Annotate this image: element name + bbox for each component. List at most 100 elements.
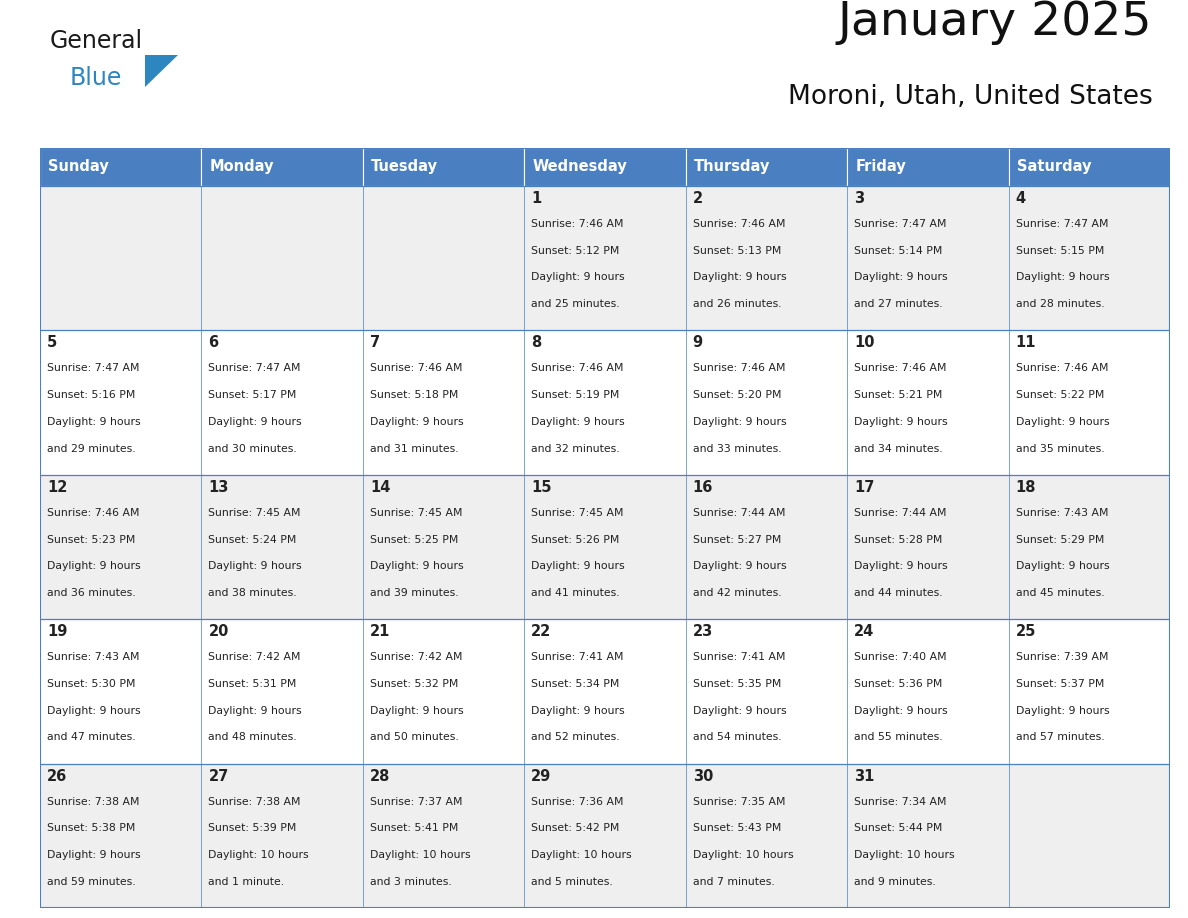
Bar [40,475,202,620]
Text: and 38 minutes.: and 38 minutes. [208,588,297,598]
Bar [362,148,524,186]
Text: 29: 29 [531,768,551,784]
Text: and 50 minutes.: and 50 minutes. [369,733,459,743]
Text: 5: 5 [48,335,57,351]
Text: 25: 25 [1016,624,1036,639]
Text: Sunset: 5:42 PM: Sunset: 5:42 PM [531,823,620,834]
Text: Daylight: 9 hours: Daylight: 9 hours [693,273,786,283]
Text: Sunset: 5:32 PM: Sunset: 5:32 PM [369,679,459,689]
Bar [40,148,202,186]
Text: Daylight: 9 hours: Daylight: 9 hours [854,561,948,571]
Text: Sunset: 5:24 PM: Sunset: 5:24 PM [208,534,297,544]
Text: Daylight: 9 hours: Daylight: 9 hours [531,417,625,427]
Text: 20: 20 [208,624,229,639]
Text: 17: 17 [854,480,874,495]
Text: 28: 28 [369,768,390,784]
Text: Daylight: 9 hours: Daylight: 9 hours [208,561,302,571]
Text: Sunrise: 7:35 AM: Sunrise: 7:35 AM [693,797,785,807]
Text: and 34 minutes.: and 34 minutes. [854,443,943,453]
Text: 9: 9 [693,335,703,351]
Text: and 54 minutes.: and 54 minutes. [693,733,782,743]
Text: Sunset: 5:44 PM: Sunset: 5:44 PM [854,823,942,834]
Text: Sunset: 5:14 PM: Sunset: 5:14 PM [854,246,942,256]
Text: and 30 minutes.: and 30 minutes. [208,443,297,453]
Text: Sunrise: 7:43 AM: Sunrise: 7:43 AM [1016,508,1108,518]
Text: Daylight: 9 hours: Daylight: 9 hours [531,273,625,283]
Text: Sunrise: 7:38 AM: Sunrise: 7:38 AM [208,797,301,807]
Bar [1009,475,1170,620]
Text: 30: 30 [693,768,713,784]
Text: Daylight: 9 hours: Daylight: 9 hours [48,561,140,571]
Text: Sunrise: 7:46 AM: Sunrise: 7:46 AM [693,219,785,230]
Text: Sunset: 5:19 PM: Sunset: 5:19 PM [531,390,620,400]
Text: Sunset: 5:37 PM: Sunset: 5:37 PM [1016,679,1104,689]
Bar [524,330,685,475]
Bar [1009,620,1170,764]
Text: Daylight: 10 hours: Daylight: 10 hours [369,850,470,860]
Text: and 26 minutes.: and 26 minutes. [693,299,782,309]
Text: Daylight: 9 hours: Daylight: 9 hours [369,417,463,427]
Text: Sunset: 5:15 PM: Sunset: 5:15 PM [1016,246,1104,256]
Bar [40,620,202,764]
Text: 18: 18 [1016,480,1036,495]
Text: Sunrise: 7:41 AM: Sunrise: 7:41 AM [693,653,785,662]
Text: 10: 10 [854,335,874,351]
Text: and 36 minutes.: and 36 minutes. [48,588,135,598]
Bar [202,764,362,908]
Text: Daylight: 9 hours: Daylight: 9 hours [693,417,786,427]
Text: Sunset: 5:29 PM: Sunset: 5:29 PM [1016,534,1104,544]
Text: Sunset: 5:17 PM: Sunset: 5:17 PM [208,390,297,400]
Text: General: General [50,29,143,53]
Text: 31: 31 [854,768,874,784]
Text: Saturday: Saturday [1017,160,1091,174]
Text: 16: 16 [693,480,713,495]
Text: Daylight: 10 hours: Daylight: 10 hours [693,850,794,860]
Bar [1009,186,1170,330]
Text: and 28 minutes.: and 28 minutes. [1016,299,1104,309]
Text: Sunset: 5:16 PM: Sunset: 5:16 PM [48,390,135,400]
Text: Sunrise: 7:46 AM: Sunrise: 7:46 AM [693,364,785,374]
Bar [685,475,847,620]
Text: and 3 minutes.: and 3 minutes. [369,877,451,887]
Text: Sunset: 5:20 PM: Sunset: 5:20 PM [693,390,782,400]
Text: Sunrise: 7:38 AM: Sunrise: 7:38 AM [48,797,139,807]
Text: Daylight: 9 hours: Daylight: 9 hours [854,273,948,283]
Text: Sunrise: 7:44 AM: Sunrise: 7:44 AM [854,508,947,518]
Text: and 5 minutes.: and 5 minutes. [531,877,613,887]
Bar [685,620,847,764]
Text: Tuesday: Tuesday [371,160,438,174]
Text: Sunset: 5:13 PM: Sunset: 5:13 PM [693,246,781,256]
Bar [524,186,685,330]
Bar [202,620,362,764]
Polygon shape [145,55,178,87]
Text: 3: 3 [854,191,864,206]
Bar [40,764,202,908]
Bar [362,186,524,330]
Text: 11: 11 [1016,335,1036,351]
Bar [362,620,524,764]
Bar [524,148,685,186]
Text: Daylight: 9 hours: Daylight: 9 hours [531,706,625,716]
Text: Sunset: 5:30 PM: Sunset: 5:30 PM [48,679,135,689]
Text: and 33 minutes.: and 33 minutes. [693,443,782,453]
Text: Sunrise: 7:42 AM: Sunrise: 7:42 AM [369,653,462,662]
Text: Sunrise: 7:37 AM: Sunrise: 7:37 AM [369,797,462,807]
Text: Sunrise: 7:45 AM: Sunrise: 7:45 AM [208,508,301,518]
Text: Sunrise: 7:43 AM: Sunrise: 7:43 AM [48,653,139,662]
Text: Daylight: 9 hours: Daylight: 9 hours [1016,273,1110,283]
Text: and 59 minutes.: and 59 minutes. [48,877,135,887]
Bar [847,764,1009,908]
Bar [524,475,685,620]
Text: 15: 15 [531,480,551,495]
Bar [685,764,847,908]
Text: Sunset: 5:25 PM: Sunset: 5:25 PM [369,534,459,544]
Text: Sunrise: 7:47 AM: Sunrise: 7:47 AM [208,364,301,374]
Bar [362,330,524,475]
Text: and 25 minutes.: and 25 minutes. [531,299,620,309]
Text: and 47 minutes.: and 47 minutes. [48,733,135,743]
Text: Sunset: 5:31 PM: Sunset: 5:31 PM [208,679,297,689]
Text: 21: 21 [369,624,390,639]
Bar [685,148,847,186]
Bar [40,186,202,330]
Text: 12: 12 [48,480,68,495]
